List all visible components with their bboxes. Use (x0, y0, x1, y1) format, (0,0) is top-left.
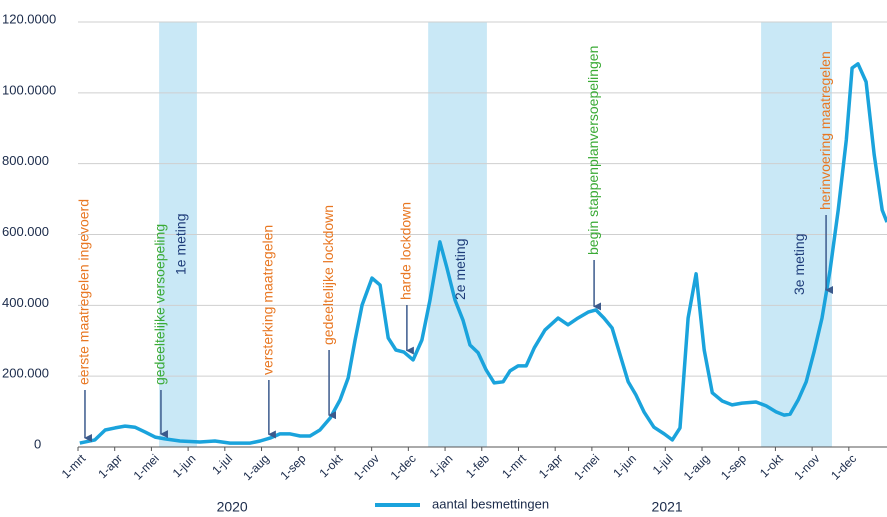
x-tick-label: 1-mrt (499, 451, 529, 481)
x-tick-label: 1-nov (351, 451, 382, 482)
y-tick-label: 0 (34, 436, 41, 451)
y-tick-label: 400.000 (2, 295, 49, 310)
y-tick-label: 600.000 (2, 224, 49, 239)
band-label: 3e meting (791, 234, 807, 295)
annotation: gedeeltelijke lockdown (320, 205, 336, 345)
y-tick-label: 120.0000 (2, 11, 56, 26)
x-tick-label: 1-jul (650, 451, 676, 477)
year-label: 2021 (652, 499, 683, 515)
x-tick-label: 1-okt (317, 451, 346, 480)
annotation: gedeeltelijke versoepeling (152, 224, 168, 385)
annotation: harde lockdown (398, 202, 414, 300)
x-tick-label: 1-jul (209, 451, 235, 477)
x-tick-label: 1-mrt (59, 451, 89, 481)
x-tick-label: 1-dec (828, 451, 859, 482)
x-tick-label: 1-aug (240, 451, 272, 483)
x-tick-label: 1-mei (571, 451, 602, 482)
band-label: 2e meting (452, 239, 468, 300)
x-tick-label: 1-dec (388, 451, 419, 482)
x-tick-label: 1-jun (610, 451, 639, 480)
y-tick-label: 200.000 (2, 366, 49, 381)
x-tick-label: 1-sep (277, 451, 308, 482)
annotation: begin stappenplanversoepelingen (585, 46, 601, 255)
x-tick-label: 1-feb (463, 451, 492, 480)
annotation: herinvoering maatregelen (817, 51, 833, 210)
series-line (79, 62, 887, 445)
x-tick-label: 1-okt (757, 451, 786, 480)
annotation: versterking maatregelen (260, 225, 276, 375)
year-label: 2020 (217, 499, 248, 515)
y-tick-label: 100.0000 (2, 82, 56, 97)
legend-label: aantal besmettingen (432, 496, 549, 511)
x-tick-label: 1-nov (791, 451, 822, 482)
x-tick-label: 1-mei (131, 451, 162, 482)
x-tick-label: 1-sep (718, 451, 749, 482)
x-tick-label: 1-jun (170, 451, 199, 480)
x-tick-label: 1-apr (536, 451, 566, 481)
band-label: 1e meting (173, 214, 189, 275)
x-tick-label: 1-aug (681, 451, 713, 483)
y-tick-label: 800.000 (2, 153, 49, 168)
x-tick-label: 1-jan (427, 451, 456, 480)
x-tick-label: 1-apr (95, 451, 125, 481)
annotation: eerste maatregelen ingevoerd (76, 199, 92, 385)
